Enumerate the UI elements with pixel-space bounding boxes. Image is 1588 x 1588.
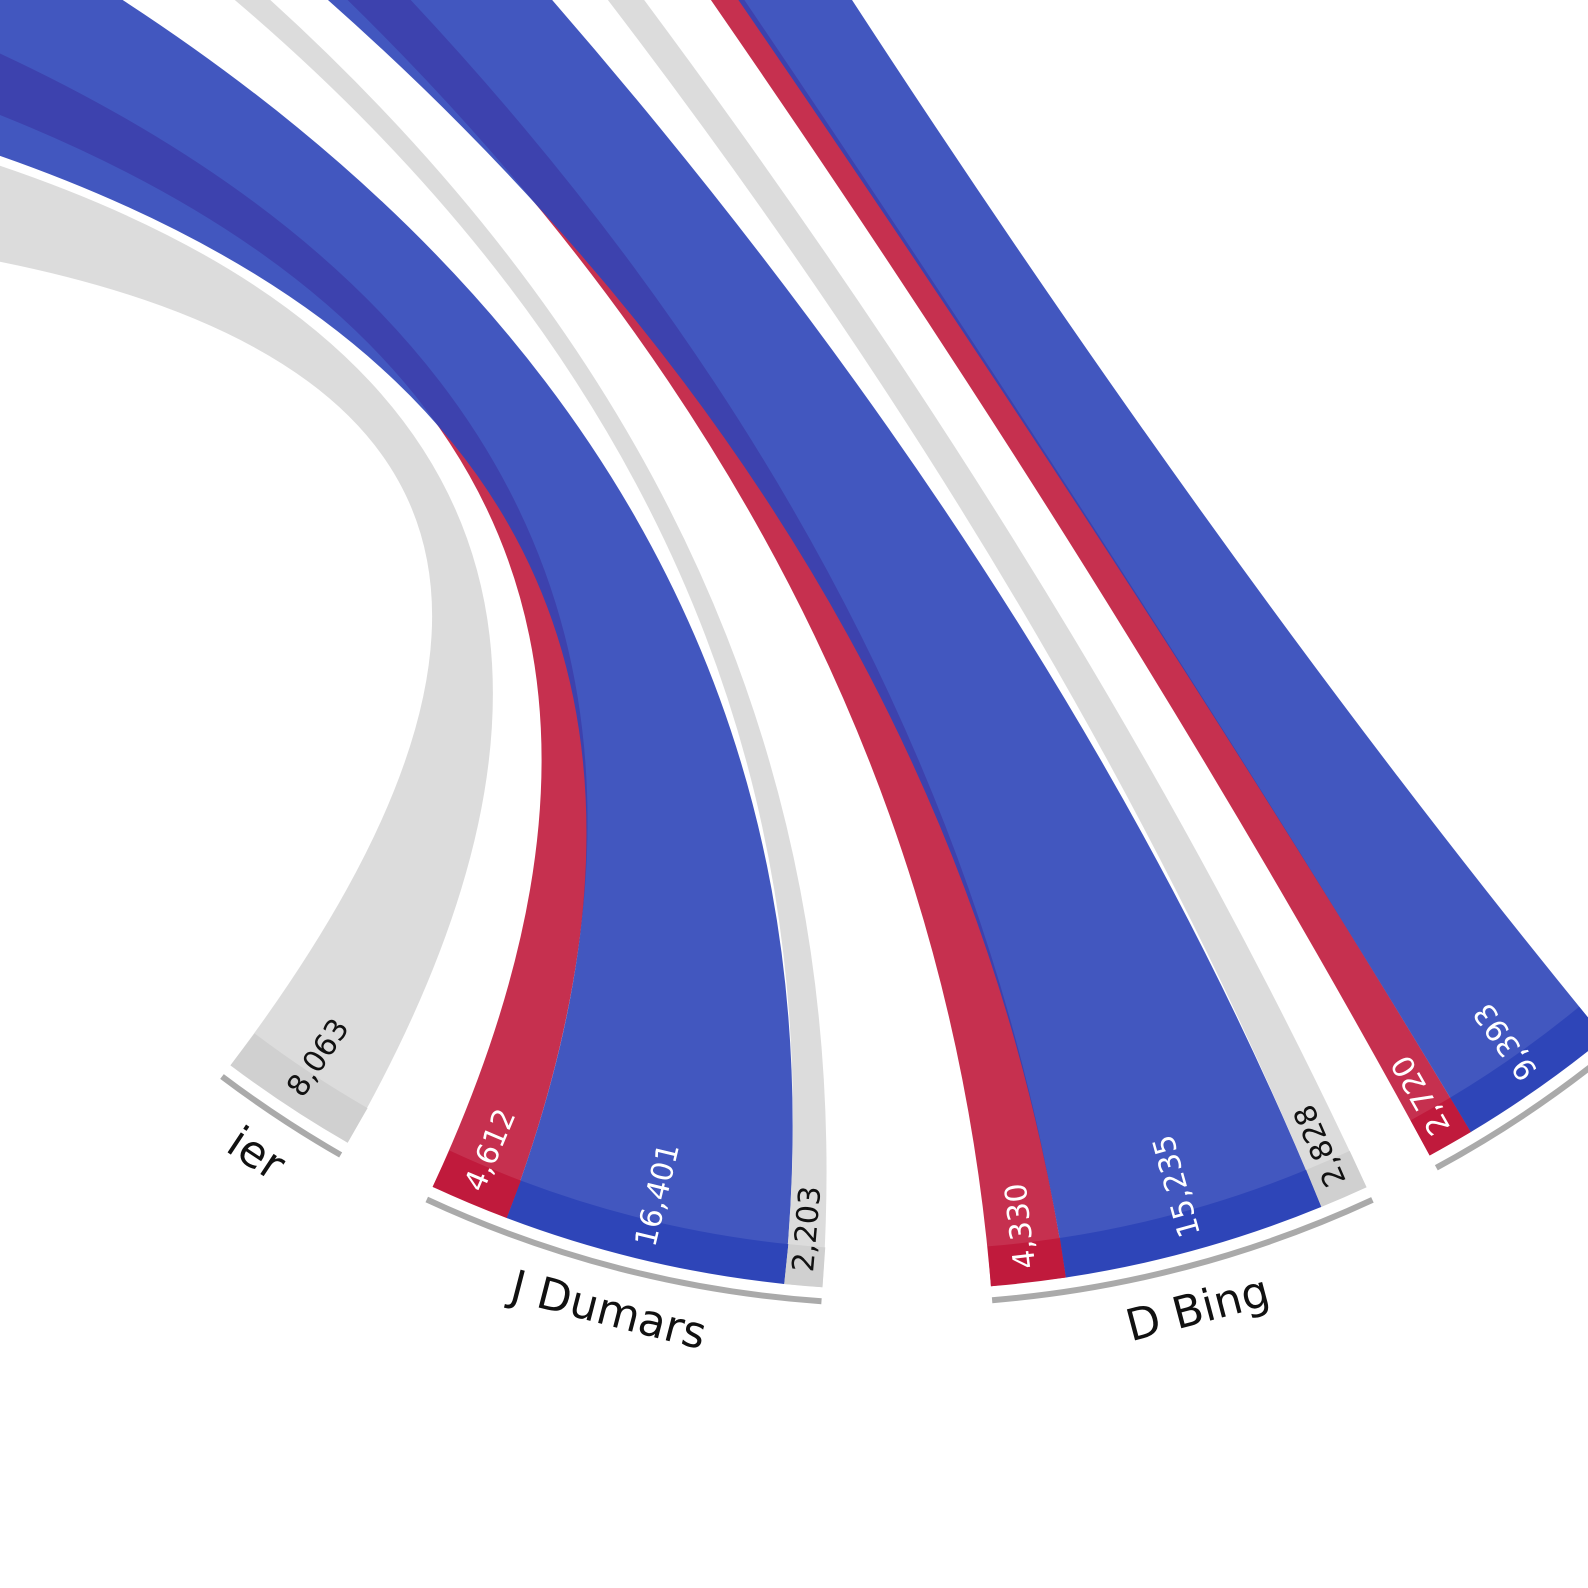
ribbon <box>738 0 1588 1132</box>
segment <box>432 1150 521 1219</box>
segment <box>987 1237 1066 1287</box>
value-label: 2,203 <box>786 1185 828 1274</box>
ribbon <box>607 0 1367 1207</box>
group-label: J Dumars <box>503 1260 712 1360</box>
segment <box>784 1244 826 1288</box>
ribbon <box>0 165 493 1143</box>
group-label: ier <box>218 1117 295 1192</box>
segment <box>230 1033 368 1143</box>
group-arc <box>425 1196 822 1305</box>
group-arc <box>1434 1064 1588 1171</box>
ribbon <box>347 0 1066 1287</box>
segment <box>1306 1150 1367 1207</box>
segment <box>1410 1097 1471 1156</box>
ribbon <box>0 53 588 1219</box>
ribbon <box>0 0 793 1284</box>
segment <box>1059 1169 1322 1278</box>
segment <box>506 1180 789 1284</box>
ribbon <box>327 0 1322 1278</box>
group-arc <box>220 1074 343 1158</box>
segment <box>1450 1006 1588 1132</box>
ribbon <box>710 0 1471 1156</box>
group-arc <box>991 1197 1374 1304</box>
